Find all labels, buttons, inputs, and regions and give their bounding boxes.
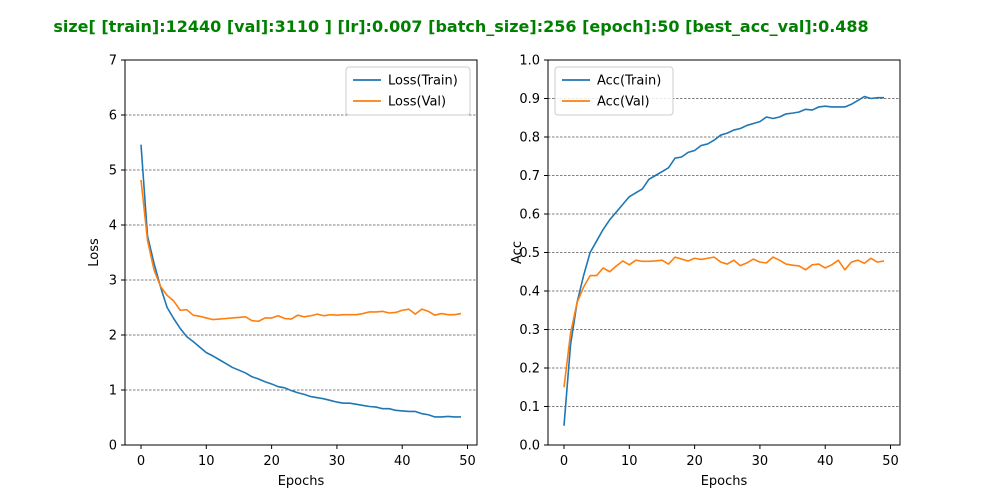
loss-axes-frame — [124, 59, 478, 446]
acc-y-tick-label: 0.0 — [519, 439, 540, 454]
acc-x-tick-label: 20 — [686, 454, 703, 469]
loss-legend-label-train: Loss(Train) — [388, 74, 458, 89]
loss-legend: Loss(Train) Loss(Val) — [345, 66, 471, 116]
loss-y-axis-label: Loss — [87, 238, 102, 267]
acc-y-tick-label: 0.2 — [519, 362, 540, 377]
acc-x-tick-label: 40 — [817, 454, 834, 469]
acc-legend-label-val: Acc(Val) — [597, 95, 650, 110]
acc-y-tick-label: 0.1 — [519, 400, 540, 415]
loss-series-line-val — [140, 179, 462, 323]
loss-series-line-train — [140, 144, 461, 418]
accuracy-chart-panel: 0.0 0.1 0.2 0.3 0.4 0.5 0.6 0.7 0.8 0.9 1.0 0 10 20 30… — [510, 54, 901, 489]
loss-y-tick-label: 6 — [109, 109, 117, 124]
loss-chart-panel: 0 1 2 3 4 5 6 7 0 10 20 30 40 50 Epochs Loss Loss(Train)… — [87, 54, 478, 489]
loss-x-axis-label: Epochs — [278, 474, 325, 489]
loss-x-tick-label: 20 — [263, 454, 280, 469]
acc-x-tick-label: 30 — [752, 454, 769, 469]
loss-x-tick-label: 0 — [137, 454, 145, 469]
acc-series-line-val — [563, 256, 885, 388]
loss-x-tick-label: 50 — [459, 454, 476, 469]
loss-x-tick-label: 40 — [394, 454, 411, 469]
loss-x-tick-label: 10 — [198, 454, 215, 469]
loss-y-tick-label: 1 — [109, 384, 117, 399]
acc-legend-box — [554, 66, 674, 116]
acc-y-tick-label: 0.8 — [519, 131, 540, 146]
acc-y-tick-label: 1.0 — [519, 54, 540, 69]
acc-y-tick-label: 0.3 — [519, 323, 540, 338]
acc-x-tick-label: 10 — [621, 454, 638, 469]
acc-series-line-train — [563, 95, 884, 426]
acc-y-tick-label: 0.4 — [519, 285, 540, 300]
loss-y-tick-label: 5 — [109, 164, 117, 179]
acc-legend-label-train: Acc(Train) — [597, 74, 661, 89]
acc-x-tick-label: 0 — [560, 454, 568, 469]
loss-y-tick-label: 4 — [109, 219, 117, 234]
loss-y-tick-label: 3 — [109, 274, 117, 289]
acc-x-tick-label: 50 — [882, 454, 899, 469]
acc-y-axis-label: Acc — [510, 241, 525, 264]
loss-y-tick-label: 2 — [109, 329, 117, 344]
loss-y-tick-label: 0 — [109, 439, 117, 454]
loss-legend-label-val: Loss(Val) — [388, 95, 446, 110]
acc-legend: Acc(Train) Acc(Val) — [554, 66, 674, 116]
acc-y-tick-label: 0.7 — [519, 169, 540, 184]
loss-x-tick-label: 30 — [329, 454, 346, 469]
loss-legend-box — [345, 66, 471, 116]
acc-y-tick-label: 0.9 — [519, 92, 540, 107]
acc-x-axis-label: Epochs — [701, 474, 748, 489]
acc-y-tick-label: 0.5 — [519, 246, 540, 261]
loss-y-tick-label: 7 — [109, 54, 117, 69]
acc-y-tick-label: 0.6 — [519, 208, 540, 223]
figure-suptitle: size[ [train]:12440 [val]:3110 ] [lr]:0.… — [53, 17, 868, 36]
